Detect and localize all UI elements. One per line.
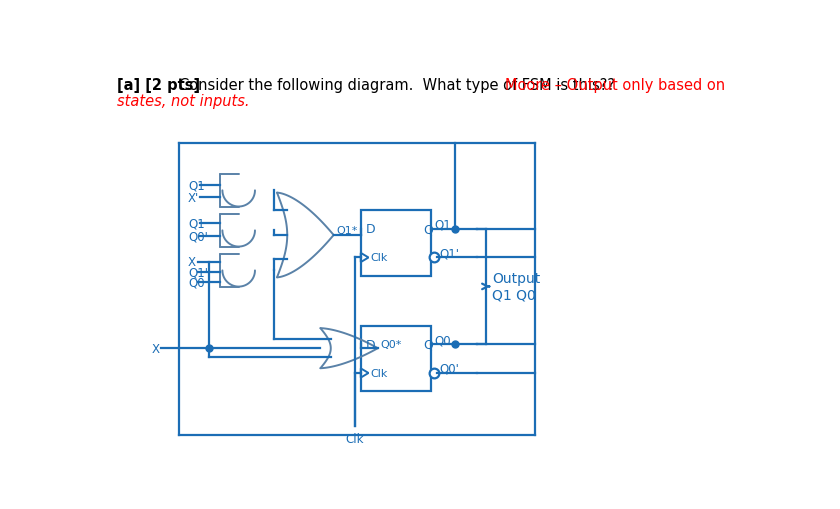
Bar (360, 326, 431, 391)
Text: Q: Q (423, 223, 433, 236)
Text: X: X (188, 256, 196, 269)
Text: Consider the following diagram.  What type of FSM is this??: Consider the following diagram. What typ… (179, 78, 615, 93)
Text: Q0: Q0 (434, 333, 451, 347)
Text: X': X' (188, 191, 199, 204)
Text: Moore – Output only based on: Moore – Output only based on (505, 78, 725, 93)
Text: Q1': Q1' (440, 247, 459, 260)
Text: Q1*: Q1* (336, 226, 357, 236)
Text: Clk: Clk (370, 253, 388, 263)
Text: Q1: Q1 (188, 179, 205, 192)
Text: Q0': Q0' (188, 230, 207, 243)
Text: Output
Q1 Q0: Output Q1 Q0 (492, 272, 541, 302)
Text: Clk: Clk (345, 432, 364, 445)
Text: D: D (366, 223, 375, 236)
Text: Clk: Clk (370, 368, 388, 378)
Text: [a] [2 pts]: [a] [2 pts] (117, 78, 200, 93)
Text: Q1: Q1 (434, 218, 451, 231)
Text: Q1': Q1' (188, 266, 208, 279)
Text: D: D (366, 338, 375, 351)
Text: states, not inputs.: states, not inputs. (117, 93, 249, 108)
Text: Q0: Q0 (188, 276, 205, 289)
Text: X: X (151, 342, 160, 355)
Text: Q0*: Q0* (381, 339, 402, 349)
Text: Q0': Q0' (440, 362, 459, 375)
Bar (360, 211, 431, 276)
Text: Q: Q (423, 338, 433, 351)
Text: Q1: Q1 (188, 217, 205, 231)
